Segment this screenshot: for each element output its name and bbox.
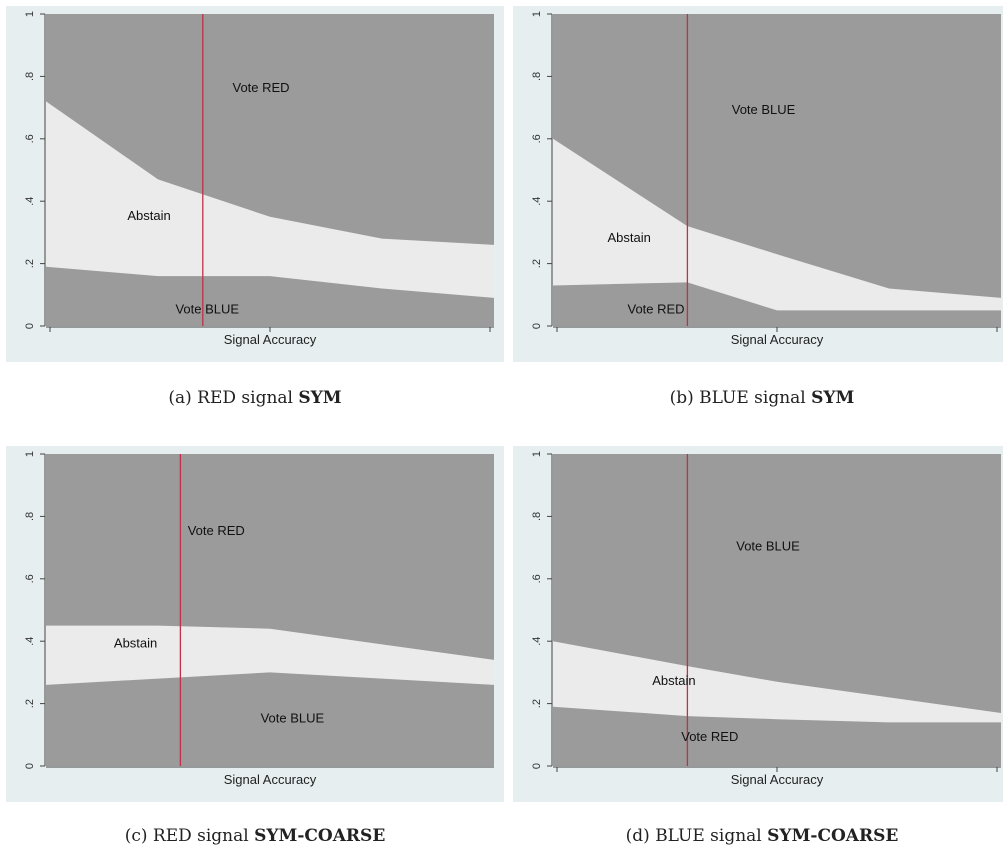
y-tick-label-d: .2 [531, 699, 543, 708]
caption-d: (d) BLUE signal SYM-COARSE [513, 826, 1003, 846]
chart-panel-b: 0 .2 .4 .6 .8 1 Signal Accuracy Vote BLUE Abstai… [513, 6, 1003, 362]
y-tick-label-d: .4 [531, 637, 543, 646]
region-label-vote-red-b: Vote RED [627, 302, 684, 317]
region-label-vote-blue-c: Vote BLUE [261, 710, 325, 725]
y-tick-label-c: .8 [24, 512, 36, 521]
chart-d: 0 .2 .4 .6 .8 1 Signal Accuracy Vote BLUE Abstai… [531, 451, 1001, 787]
abstain-band-d [553, 641, 1001, 723]
caption-d-bold: SYM-COARSE [767, 826, 899, 846]
y-tick-label-a: .2 [24, 259, 36, 268]
y-tick-label-b: .4 [531, 197, 543, 206]
y-tick-label-a: 0 [24, 323, 36, 329]
caption-c: (c) RED signal SYM-COARSE [6, 826, 504, 846]
y-tick-label-a: .4 [24, 197, 36, 206]
x-axis-label-b: Signal Accuracy [731, 332, 824, 347]
caption-b: (b) BLUE signal SYM [513, 388, 1003, 408]
y-tick-label-b: 0 [531, 323, 543, 329]
y-tick-label-d: 1 [531, 451, 543, 457]
y-tick-label-d: .6 [531, 574, 543, 583]
x-axis-label-c: Signal Accuracy [224, 772, 317, 787]
abstain-band-b [553, 138, 1001, 311]
abstain-band-a [46, 101, 494, 298]
caption-a-bold: SYM [298, 388, 342, 408]
y-tick-label-d: 0 [531, 763, 543, 769]
region-label-vote-blue-d: Vote BLUE [736, 539, 800, 554]
region-label-abstain-d: Abstain [652, 673, 695, 688]
y-tick-label-c: 1 [24, 451, 36, 457]
y-tick-label-d: .8 [531, 512, 543, 521]
region-label-vote-blue-b: Vote BLUE [732, 102, 796, 117]
chart-a: 0 .2 .4 .6 .8 1 Signal Accuracy Vote RED Abstain… [24, 11, 494, 347]
caption-b-bold: SYM [811, 388, 855, 408]
y-tick-label-a: 1 [24, 11, 36, 17]
x-axis-label-d: Signal Accuracy [731, 772, 824, 787]
caption-d-prefix: (d) BLUE signal [625, 826, 768, 846]
abstain-band-c [46, 625, 494, 685]
region-label-vote-red-a: Vote RED [232, 80, 289, 95]
y-tick-label-c: 0 [24, 763, 36, 769]
region-label-vote-red-d: Vote RED [681, 729, 738, 744]
chart-b: 0 .2 .4 .6 .8 1 Signal Accuracy Vote BLUE Abstai… [531, 11, 1001, 347]
y-tick-label-b: .2 [531, 259, 543, 268]
caption-c-prefix: (c) RED signal [124, 826, 255, 846]
y-tick-label-b: .6 [531, 134, 543, 143]
caption-c-bold: SYM-COARSE [254, 826, 386, 846]
caption-a-prefix: (a) RED signal [168, 388, 299, 408]
region-label-vote-red-c: Vote RED [188, 523, 245, 538]
caption-a: (a) RED signal SYM [6, 388, 504, 408]
y-tick-label-b: 1 [531, 11, 543, 17]
region-label-abstain-b: Abstain [607, 230, 650, 245]
caption-b-prefix: (b) BLUE signal [669, 388, 812, 408]
chart-panel-d: 0 .2 .4 .6 .8 1 Signal Accuracy Vote BLUE Abstai… [513, 446, 1003, 802]
chart-panel-a: 0 .2 .4 .6 .8 1 Signal Accuracy Vote RED Abstain… [6, 6, 504, 362]
chart-c: 0 .2 .4 .6 .8 1 Signal Accuracy Vote RED Abstain… [24, 451, 494, 787]
region-label-abstain-a: Abstain [127, 208, 170, 223]
y-tick-label-b: .8 [531, 72, 543, 81]
region-label-vote-blue-a: Vote BLUE [175, 302, 239, 317]
y-tick-label-c: .6 [24, 574, 36, 583]
y-tick-label-a: .6 [24, 134, 36, 143]
y-tick-label-a: .8 [24, 72, 36, 81]
chart-panel-c: 0 .2 .4 .6 .8 1 Signal Accuracy Vote RED Abstain… [6, 446, 504, 802]
plot-area-c [46, 454, 494, 766]
region-label-abstain-c: Abstain [114, 635, 157, 650]
y-tick-label-c: .4 [24, 637, 36, 646]
y-tick-label-c: .2 [24, 699, 36, 708]
x-axis-label-a: Signal Accuracy [224, 332, 317, 347]
